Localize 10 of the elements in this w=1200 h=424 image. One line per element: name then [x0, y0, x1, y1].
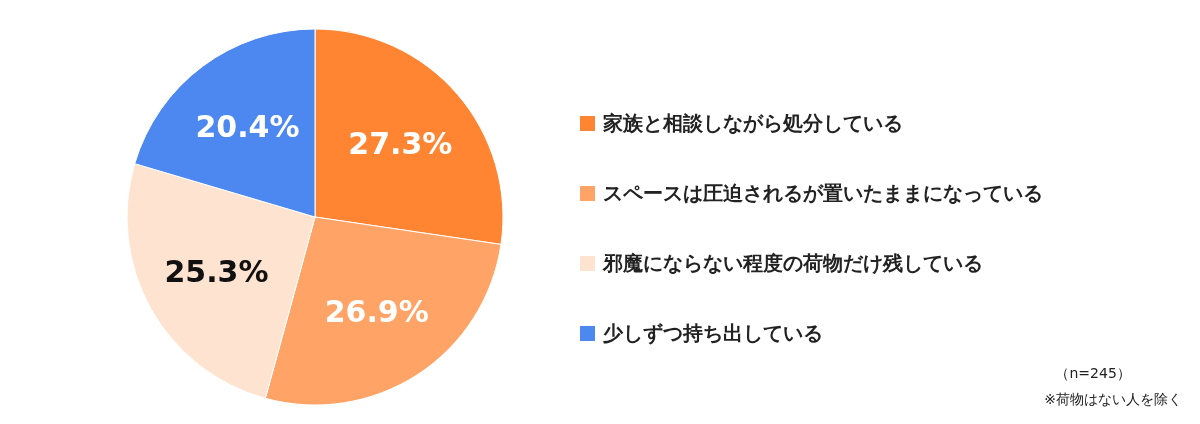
text: （n=245）: [1054, 364, 1132, 383]
data-label: 26.9%: [324, 293, 429, 329]
data-label: 25.3%: [164, 254, 269, 290]
legend-label: 少しずつ持ち出している: [603, 319, 823, 347]
data-label: 27.3%: [348, 125, 453, 161]
data-label: 20.4%: [195, 109, 300, 145]
legend-label: 家族と相談しながら処分している: [603, 109, 903, 137]
legend-label: 邪魔にならない程度の荷物だけ残している: [603, 249, 983, 277]
legend-label: スペースは圧迫されるが置いたままになっている: [603, 179, 1043, 207]
text: ※荷物はない人を除く: [1044, 390, 1182, 409]
